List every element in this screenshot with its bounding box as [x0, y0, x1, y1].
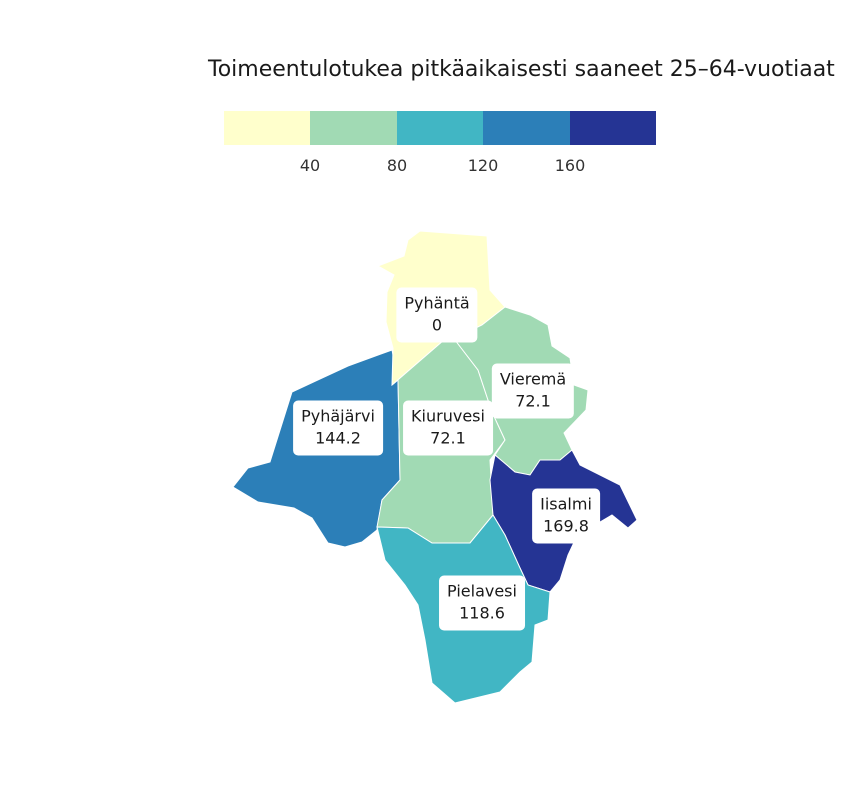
region-label: Pielavesi 118.6 [439, 575, 525, 631]
legend-tick-label: 160 [554, 156, 586, 175]
legend-swatch [483, 111, 570, 145]
region-value: 118.6 [459, 603, 505, 623]
legend-swatch [396, 111, 484, 145]
region-name: Vieremä [499, 369, 567, 389]
map-title: Toimeentulotukea pitkäaikaisesti saaneet… [208, 57, 835, 82]
region-label: Iisalmi 169.8 [532, 488, 600, 544]
region-name: Kiuruvesi [411, 406, 485, 426]
region-name: Pielavesi [447, 581, 517, 601]
legend-swatch [224, 111, 311, 145]
legend-tick-label: 120 [467, 156, 499, 175]
region-value: 72.1 [430, 428, 466, 448]
region-label: Pyhäntä 0 [396, 287, 478, 343]
region-label: Kiuruvesi 72.1 [403, 400, 493, 456]
region-label: Vieremä 72.1 [491, 363, 575, 419]
legend-swatch [310, 111, 397, 145]
legend-tick-label: 80 [386, 156, 408, 175]
region-value: 72.1 [515, 391, 551, 411]
legend-swatch [569, 111, 656, 145]
color-legend [224, 111, 656, 145]
region-name: Iisalmi [540, 494, 592, 514]
region-value: 144.2 [315, 428, 361, 448]
legend-tick-label: 40 [299, 156, 321, 175]
region-value: 0 [431, 315, 443, 335]
region-value: 169.8 [543, 516, 589, 536]
region-name: Pyhäjärvi [301, 406, 375, 426]
region-label: Pyhäjärvi 144.2 [293, 400, 383, 456]
region-name: Pyhäntä [404, 293, 470, 313]
